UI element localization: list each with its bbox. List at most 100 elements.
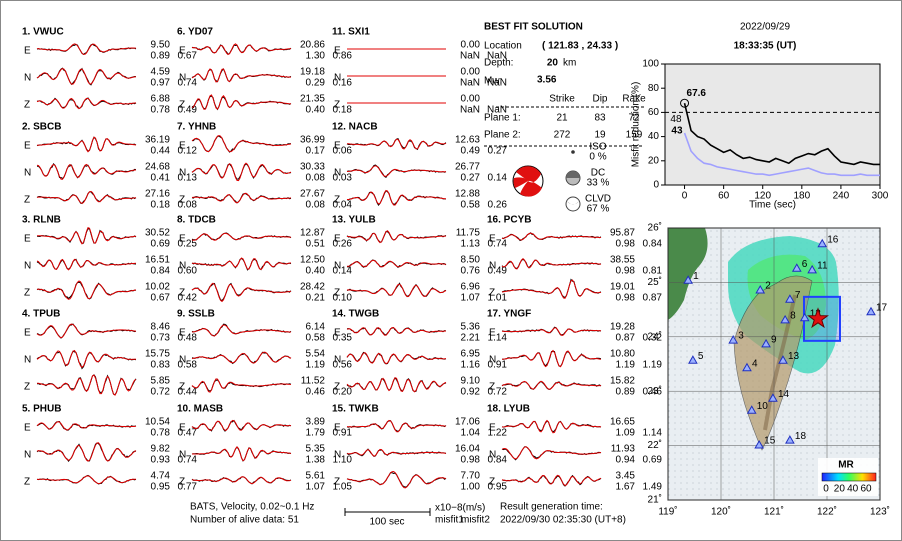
misfit2: 0.74 bbox=[178, 78, 198, 89]
misfit2: 0.91 bbox=[488, 360, 508, 371]
synthetic-waveform bbox=[346, 377, 447, 393]
synthetic-waveform bbox=[36, 323, 137, 339]
component-percent: 33 % bbox=[587, 178, 610, 189]
best-value: 67.6 bbox=[687, 88, 707, 99]
synthetic-waveform bbox=[191, 324, 291, 337]
misfit1: 0.73 bbox=[151, 333, 171, 344]
component: Z bbox=[334, 382, 340, 393]
misfit1: 0.72 bbox=[151, 387, 171, 398]
component: N bbox=[24, 450, 31, 461]
component: Z bbox=[334, 195, 340, 206]
synthetic-waveform bbox=[191, 351, 292, 364]
station-name: 9. SSLB bbox=[177, 309, 215, 320]
y-tick-label: 22˚ bbox=[648, 439, 662, 451]
misfit2: 0.67 bbox=[178, 51, 198, 62]
station-marker bbox=[728, 335, 739, 344]
misfit2: 1.14 bbox=[488, 333, 508, 344]
y-axis-label: Misfit reduction (%) bbox=[631, 82, 642, 168]
x-tick-label: 240 bbox=[833, 191, 850, 202]
station-marker bbox=[742, 362, 752, 372]
synthetic-waveform bbox=[37, 280, 137, 300]
amplitude: 6.14 bbox=[306, 322, 326, 333]
misfit2: 0.95 bbox=[488, 482, 508, 493]
x-tick-label: 120˚ bbox=[711, 506, 731, 518]
station-name: 6. YD07 bbox=[177, 27, 213, 38]
misfit1: 1.19 bbox=[616, 360, 636, 371]
column-header: Rake bbox=[622, 94, 646, 105]
station-name: 7. YHNB bbox=[177, 122, 216, 133]
component: E bbox=[489, 328, 496, 339]
plane-label: Plane 2: bbox=[484, 130, 521, 141]
plane-value: 83 bbox=[594, 113, 606, 124]
amplitude: 19.28 bbox=[610, 322, 635, 333]
component: N bbox=[24, 168, 31, 179]
misfit1: 0.98 bbox=[616, 239, 636, 250]
misfit1: 0.97 bbox=[151, 78, 171, 89]
component: E bbox=[179, 141, 186, 152]
misfit2: 0.16 bbox=[333, 78, 353, 89]
station-marker bbox=[799, 312, 810, 322]
station-label: 5 bbox=[698, 351, 704, 362]
station-label: 17 bbox=[876, 302, 888, 313]
misfit1: 2.21 bbox=[461, 333, 481, 344]
misfit1: 0.44 bbox=[151, 146, 171, 157]
colorbar-title: MR bbox=[838, 460, 854, 471]
misfit1: 0.78 bbox=[151, 428, 171, 439]
station-name: 4. TPUB bbox=[22, 309, 60, 320]
misfit2: 0.77 bbox=[178, 482, 198, 493]
y-tick-label: 26˚ bbox=[648, 222, 662, 234]
x-tick-label: 0 bbox=[682, 191, 688, 202]
component: Z bbox=[179, 477, 185, 488]
taiwan-ridge bbox=[763, 294, 797, 431]
station-name: 5. PHUB bbox=[22, 404, 61, 415]
misfit2: 0.44 bbox=[178, 387, 198, 398]
misfit2: 0.69 bbox=[643, 455, 663, 466]
component: Z bbox=[334, 288, 340, 299]
misfit2: 0.49 bbox=[488, 266, 508, 277]
x-tick-label: 180 bbox=[793, 191, 810, 202]
synthetic-waveform bbox=[191, 257, 292, 271]
dc-icon bbox=[566, 171, 580, 178]
component-label: CLVD bbox=[585, 194, 611, 205]
plot-area bbox=[664, 63, 881, 186]
amplitude: 38.55 bbox=[610, 255, 635, 266]
amplitude: 11.75 bbox=[456, 228, 481, 239]
misfit-line bbox=[683, 103, 880, 166]
colorbar bbox=[821, 472, 877, 482]
synthetic-waveform bbox=[346, 165, 446, 177]
amplitude: 26.77 bbox=[455, 162, 480, 173]
component: N bbox=[24, 355, 31, 366]
station-name: 8. TDCB bbox=[177, 215, 216, 226]
y-tick-label: 24˚ bbox=[648, 330, 662, 342]
colorbar-tick: 40 bbox=[847, 484, 859, 495]
synthetic-waveform bbox=[36, 258, 137, 271]
amplitude: 20.86 bbox=[300, 40, 325, 51]
component: Z bbox=[489, 382, 495, 393]
misfit2: 0.26 bbox=[488, 200, 508, 211]
component: Z bbox=[179, 195, 185, 206]
amplitude: 17.06 bbox=[455, 417, 480, 428]
misfit2: 0.08 bbox=[178, 200, 198, 211]
misfit2: 0.10 bbox=[333, 293, 353, 304]
colorbar-tick: 60 bbox=[860, 484, 872, 495]
component: N bbox=[24, 73, 31, 84]
component: N bbox=[24, 261, 31, 272]
amplitude: 21.35 bbox=[300, 94, 325, 105]
amplitude: 36.19 bbox=[145, 135, 170, 146]
component: E bbox=[489, 234, 496, 245]
misfit2: 0.18 bbox=[333, 105, 353, 116]
x-tick-label: 119˚ bbox=[658, 506, 677, 518]
solution-title: BEST FIT SOLUTION bbox=[484, 22, 583, 33]
station-name: 18. LYUB bbox=[487, 404, 530, 415]
misfit1: 0.67 bbox=[151, 293, 171, 304]
station-marker bbox=[791, 263, 802, 272]
component: N bbox=[179, 261, 186, 272]
component: N bbox=[179, 73, 186, 84]
x-tick-label: 60 bbox=[718, 191, 730, 202]
component: N bbox=[179, 355, 186, 366]
misfit1: 0.40 bbox=[306, 105, 326, 116]
component: N bbox=[334, 450, 341, 461]
component: E bbox=[179, 234, 186, 245]
amplitude: 11.52 bbox=[301, 376, 326, 387]
depth: 20 bbox=[547, 58, 559, 69]
